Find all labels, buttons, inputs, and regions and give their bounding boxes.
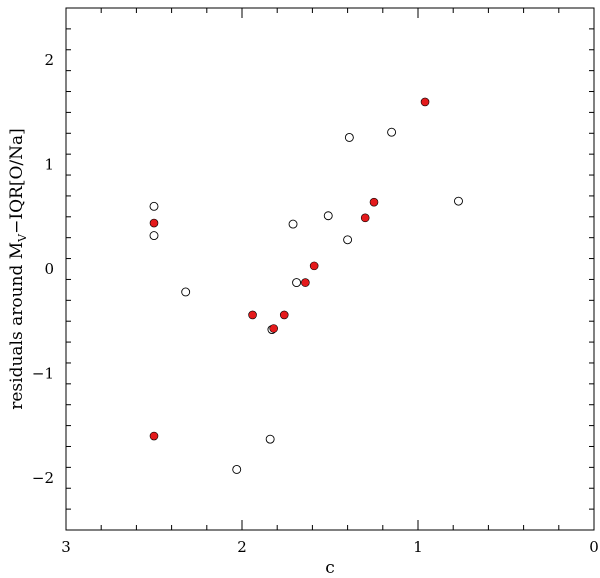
y-axis-label: residuals around MV−IQR[O/Na] [7,128,29,410]
open-data-point [323,211,333,221]
filled-data-point [309,261,319,271]
plot-frame [65,7,595,531]
open-data-point [288,219,298,229]
filled-data-point [369,197,379,207]
x-axis-label: c [325,558,335,578]
open-data-point [181,287,191,297]
open-data-point [292,278,302,288]
open-data-point [344,133,354,142]
x-tick-label: 1 [413,538,423,556]
y-axis-label-tail: −IQR[O/Na] [7,128,27,234]
open-data-point [265,434,275,444]
y-tick-label: −1 [32,364,54,382]
y-tick-label: −2 [32,469,54,487]
filled-data-point [248,310,257,320]
y-tick-label: 1 [44,156,54,174]
y-axis-label-main: residuals around M [7,242,27,410]
open-data-point [149,201,159,211]
filled-data-point [420,97,430,107]
filled-data-point [360,213,370,223]
open-data-point [387,127,397,137]
open-data-point [343,235,353,245]
filled-data-point [269,324,278,333]
open-data-point [454,196,463,206]
filled-data-point [149,431,159,441]
y-tick-label: 2 [44,51,54,69]
filled-data-point [279,310,289,320]
data-points [149,97,463,474]
open-data-point [149,231,159,241]
axis-ticks [65,7,595,531]
x-tick-label: 0 [589,538,599,556]
filled-data-point [149,218,159,228]
x-tick-label: 2 [237,538,247,556]
y-tick-label: 0 [44,260,54,278]
filled-data-point [301,278,310,287]
x-tick-label: 3 [61,538,71,556]
open-data-point [232,464,242,474]
y-axis-label-subscript: V [16,233,29,243]
axis-tick-labels: 3 2 1 0 −2 −1 0 1 2 [32,51,599,556]
